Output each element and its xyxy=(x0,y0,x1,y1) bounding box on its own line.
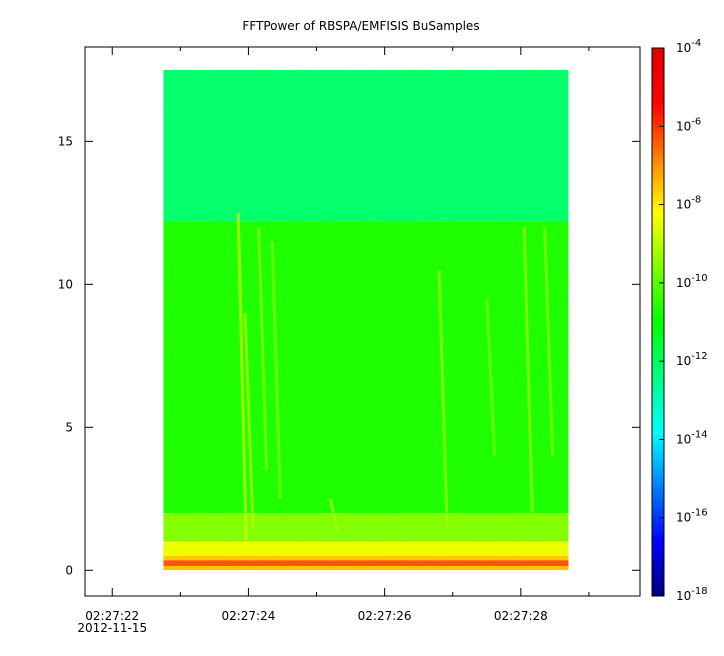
colorbar-tick-label: 10-6 xyxy=(676,116,701,133)
y-tick-label: 15 xyxy=(58,134,73,148)
x-tick-label: 02:27:22 xyxy=(85,609,139,623)
colorbar-tick-label: 10-10 xyxy=(676,273,708,290)
colorbar-frame xyxy=(651,47,665,597)
y-tick-label: 0 xyxy=(65,563,73,577)
x-tick-label: 02:27:24 xyxy=(221,609,275,623)
x-tick-label: 02:27:28 xyxy=(494,609,548,623)
y-axis: 0 5 10 15 xyxy=(58,134,640,577)
y-tick-label: 10 xyxy=(58,277,73,291)
colorbar-tick-label: 10-4 xyxy=(676,38,701,55)
y-tick-label: 5 xyxy=(65,420,73,434)
chart-title: FFTPower of RBSPA/EMFISIS BuSamples xyxy=(242,19,479,33)
colorbar: 10-4 10-6 10-8 10-10 10-12 10-14 10-16 10-18 xyxy=(651,38,708,603)
colorbar-tick-label: 10-16 xyxy=(676,508,708,525)
spectrogram-image xyxy=(163,69,569,571)
colorbar-tick-label: 10-14 xyxy=(676,429,708,446)
colorbar-gradient xyxy=(652,48,664,596)
colorbar-tick-label: 10-8 xyxy=(676,195,701,212)
colorbar-tick-label: 10-12 xyxy=(676,351,708,368)
spectrogram-noise xyxy=(163,69,569,571)
colorbar-tick-label: 10-18 xyxy=(676,586,708,603)
x-tick-label: 02:27:26 xyxy=(358,609,412,623)
x-tick-date-label: 2012-11-15 xyxy=(77,621,147,635)
